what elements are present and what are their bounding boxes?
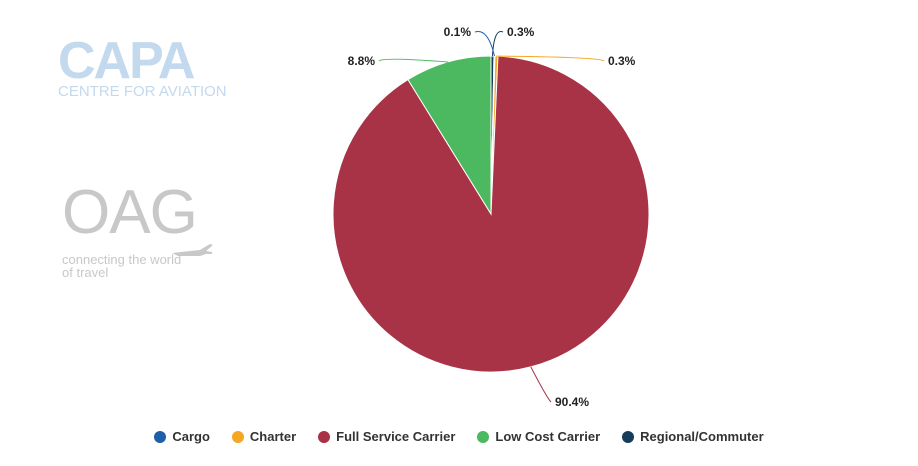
slice-label-low-cost-carrier: 8.8% xyxy=(348,54,376,68)
slice-label-full-service-carrier: 90.4% xyxy=(555,395,589,409)
slice-label-cargo: 0.1% xyxy=(444,25,472,39)
connector-charter xyxy=(496,55,605,62)
legend-label: Regional/Commuter xyxy=(640,429,764,444)
oag-logo-name: OAG xyxy=(62,178,198,247)
oag-logo: OAG connecting the world of travel xyxy=(62,178,213,280)
legend-label: Charter xyxy=(249,429,297,444)
pie-slice-low-cost-carrier[interactable] xyxy=(407,55,492,216)
pie-slices xyxy=(332,55,650,373)
connector-regional-commuter xyxy=(491,31,504,57)
legend-dot-icon xyxy=(477,430,490,443)
legend-item-full-service-carrier[interactable]: Full Service Carrier xyxy=(318,429,455,444)
slice-label-regional-commuter: 0.3% xyxy=(507,25,535,39)
legend-item-regional-commuter[interactable]: Regional/Commuter xyxy=(622,429,764,444)
capa-logo-tagline: CENTRE FOR AVIATION xyxy=(58,83,227,100)
capa-logo-name: CAPA xyxy=(58,32,195,90)
legend-item-low-cost-carrier[interactable]: Low Cost Carrier xyxy=(477,429,600,444)
legend-item-charter[interactable]: Charter xyxy=(231,429,297,444)
legend-label: Low Cost Carrier xyxy=(495,429,601,444)
slice-label-charter: 0.3% xyxy=(608,54,636,68)
connector-low-cost-carrier xyxy=(378,58,448,63)
chart-legend: Cargo Charter Full Service Carrier Low Cost… xyxy=(0,429,918,444)
slice-labels: 0.3% 0.1% 0.3% 90.4% 8.8% xyxy=(348,25,636,409)
label-connectors xyxy=(378,31,605,403)
plane-icon xyxy=(172,244,213,256)
legend-dot-icon xyxy=(622,430,635,443)
legend-dot-icon xyxy=(231,430,244,443)
legend-label: Full Service Carrier xyxy=(336,429,456,444)
connector-cargo xyxy=(474,31,495,57)
capa-logo: CAPA CENTRE FOR AVIATION xyxy=(58,32,227,100)
legend-dot-icon xyxy=(154,430,167,443)
connector-full-service-carrier xyxy=(530,366,552,403)
legend-dot-icon xyxy=(318,430,331,443)
legend-label: Cargo xyxy=(172,429,210,444)
legend-item-cargo[interactable]: Cargo xyxy=(154,429,210,444)
oag-logo-tagline: connecting the world of travel xyxy=(62,252,182,280)
